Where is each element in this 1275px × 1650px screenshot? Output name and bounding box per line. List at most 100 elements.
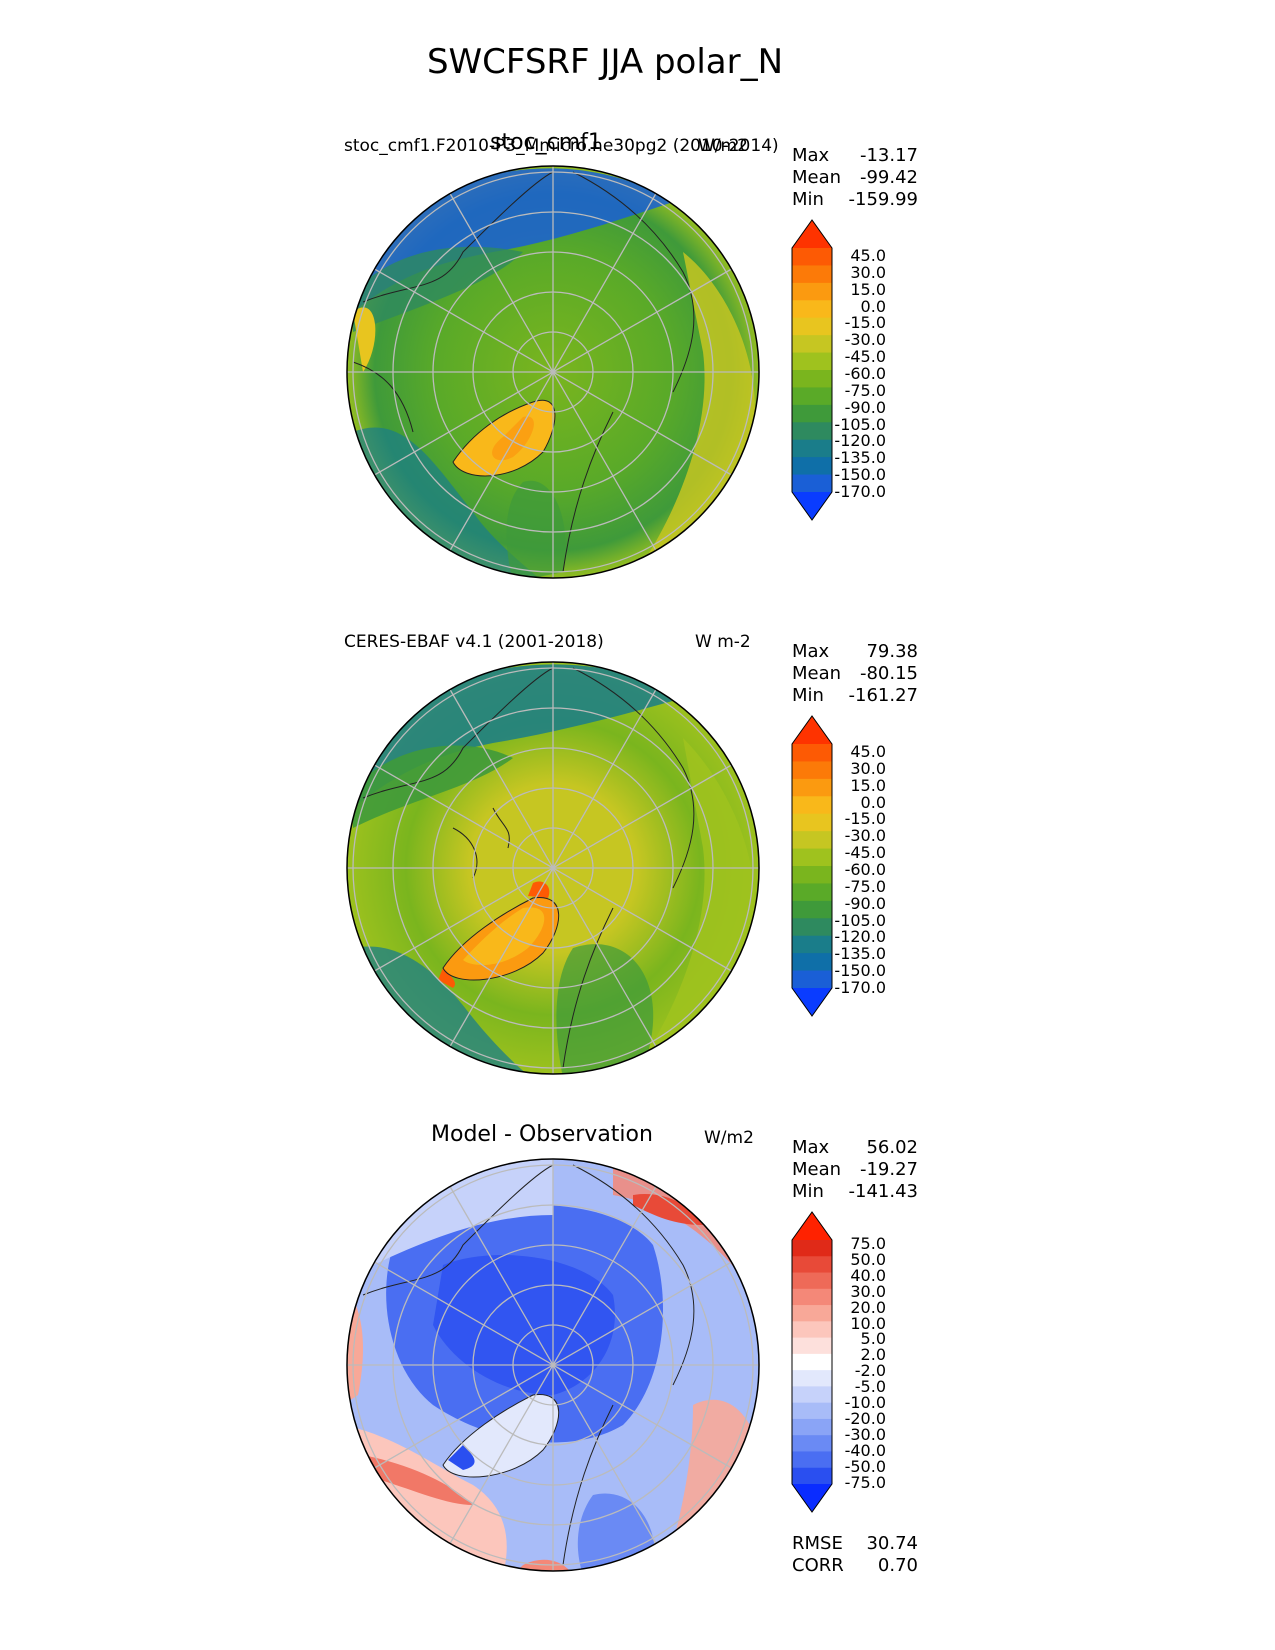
- colorbar-tick-label: 30.0: [850, 262, 886, 282]
- colorbar-segment: [792, 1370, 832, 1387]
- colorbar-segment: [792, 387, 832, 406]
- colorbar-tick-label: -75.0: [844, 1472, 886, 1492]
- colorbar-segment: [792, 335, 832, 354]
- colorbar-tick-label: 5.0: [860, 1329, 886, 1349]
- panel3-mean-value: -19.27: [859, 1159, 918, 1180]
- panel1-left-title: stoc_cmf1.F2010-P3_Mmicro.ne30pg2 (2010-…: [344, 136, 779, 156]
- colorbar-tick-label: -40.0: [844, 1440, 886, 1460]
- colorbar-tick-label: -120.0: [834, 927, 886, 947]
- colorbar-segment: [792, 848, 832, 867]
- colorbar-tick-label: -20.0: [844, 1408, 886, 1428]
- corr-label: CORR: [792, 1555, 844, 1576]
- colorbar-segment: [792, 953, 832, 972]
- colorbar-segment: [792, 1386, 832, 1404]
- colorbar-outline: [791, 219, 833, 521]
- colorbar-extend-top: [792, 220, 832, 248]
- colorbar-tick-label: 45.0: [850, 246, 886, 265]
- panel1-center-title: stoc_cmf1: [490, 130, 602, 155]
- colorbar-tick-label: -30.0: [844, 826, 886, 846]
- colorbar-segment: [792, 474, 832, 493]
- colorbar-segment: [792, 352, 832, 371]
- panel3-units: W/m2: [704, 1128, 754, 1148]
- colorbar-segment: [792, 1240, 832, 1257]
- colorbar-tick-label: -90.0: [844, 397, 886, 417]
- panel3-center-title: Model - Observation: [431, 1122, 653, 1147]
- panel2-map: [346, 661, 760, 1075]
- panel1-max-value: -13.17: [859, 145, 918, 166]
- colorbar-tick-label: 0.0: [860, 296, 886, 316]
- panel3-colorbar: [791, 1211, 833, 1513]
- colorbar-tick-label: -105.0: [834, 910, 886, 930]
- colorbar-segment: [792, 1305, 832, 1322]
- colorbar-segment: [792, 457, 832, 476]
- colorbar-segment: [792, 796, 832, 815]
- colorbar-segment: [792, 282, 832, 301]
- colorbar-segment: [792, 1467, 832, 1485]
- colorbar-segment: [792, 1256, 832, 1274]
- colorbar-tick-label: -30.0: [844, 330, 886, 350]
- rmse-value: 30.74: [866, 1533, 918, 1554]
- colorbar-tick-label: -60.0: [844, 859, 886, 879]
- colorbar-tick-label: -10.0: [844, 1393, 886, 1412]
- colorbar-tick-label: -75.0: [844, 380, 886, 400]
- colorbar-outline: [791, 715, 833, 1017]
- colorbar-tick-label: 10.0: [850, 1313, 886, 1333]
- colorbar-segment: [792, 1321, 832, 1339]
- colorbar-tick-label: 75.0: [850, 1234, 886, 1253]
- colorbar-tick-label: -15.0: [844, 809, 886, 829]
- panel2-mean-value: -80.15: [859, 663, 918, 684]
- corr-value: 0.70: [877, 1555, 918, 1576]
- panel2-mean-label: Mean: [792, 663, 842, 684]
- colorbar-tick-label: 30.0: [850, 1281, 886, 1301]
- colorbar-segment: [792, 439, 832, 458]
- colorbar-tick-label: -2.0: [854, 1361, 886, 1381]
- panel1-map: [346, 165, 760, 579]
- colorbar-segment: [792, 761, 832, 780]
- panel2-min-label: Min: [792, 685, 824, 706]
- panel2-max-value: 79.38: [866, 641, 918, 662]
- panel1-mean-value: -99.42: [859, 167, 918, 188]
- colorbar-segment: [792, 1451, 832, 1469]
- colorbar-tick-label: -170.0: [834, 481, 886, 501]
- panel3-min-value: -141.43: [848, 1181, 918, 1202]
- colorbar-tick-label: 40.0: [850, 1265, 886, 1285]
- panel2-units: W m-2: [695, 632, 751, 652]
- colorbar-tick-label: -45.0: [844, 347, 886, 367]
- colorbar-extend-top: [792, 1212, 832, 1240]
- panel1-min-value: -159.99: [848, 189, 918, 210]
- colorbar-segment: [792, 1435, 832, 1452]
- colorbar-tick-label: 30.0: [850, 758, 886, 778]
- colorbar-extend-top: [792, 716, 832, 744]
- colorbar-tick-label: -150.0: [834, 465, 886, 485]
- panel2-left-title: CERES-EBAF v4.1 (2001-2018): [344, 632, 604, 652]
- panel3-max-label: Max: [792, 1137, 830, 1158]
- colorbar-tick-label: -135.0: [834, 944, 886, 964]
- panel1-max-label: Max: [792, 145, 830, 166]
- colorbar-tick-label: 45.0: [850, 742, 886, 761]
- panel2-max-label: Max: [792, 641, 830, 662]
- colorbar-extend-bottom: [792, 988, 832, 1016]
- colorbar-tick-label: -30.0: [844, 1424, 886, 1444]
- colorbar-tick-label: -170.0: [834, 977, 886, 997]
- colorbar-segment: [792, 317, 832, 336]
- colorbar-tick-label: 20.0: [850, 1297, 886, 1317]
- colorbar-segment: [792, 866, 832, 884]
- panel3-max-value: 56.02: [866, 1137, 918, 1158]
- colorbar-segment: [792, 1418, 832, 1436]
- colorbar-tick-label: -90.0: [844, 893, 886, 913]
- colorbar-tick-label: -5.0: [854, 1377, 886, 1397]
- panel3-map: [346, 1158, 760, 1572]
- colorbar-tick-label: -120.0: [834, 431, 886, 451]
- panel2-min-value: -161.27: [848, 685, 918, 706]
- colorbar-segment: [792, 883, 832, 902]
- colorbar-segment: [792, 744, 832, 762]
- colorbar-segment: [792, 422, 832, 441]
- rmse-label: RMSE: [792, 1533, 843, 1554]
- colorbar-segment: [792, 1337, 832, 1355]
- colorbar-segment: [792, 370, 832, 388]
- colorbar-tick-label: 2.0: [860, 1345, 886, 1365]
- colorbar-segment: [792, 831, 832, 850]
- colorbar-segment: [792, 935, 832, 954]
- colorbar-segment: [792, 248, 832, 266]
- colorbar-tick-label: -150.0: [834, 961, 886, 981]
